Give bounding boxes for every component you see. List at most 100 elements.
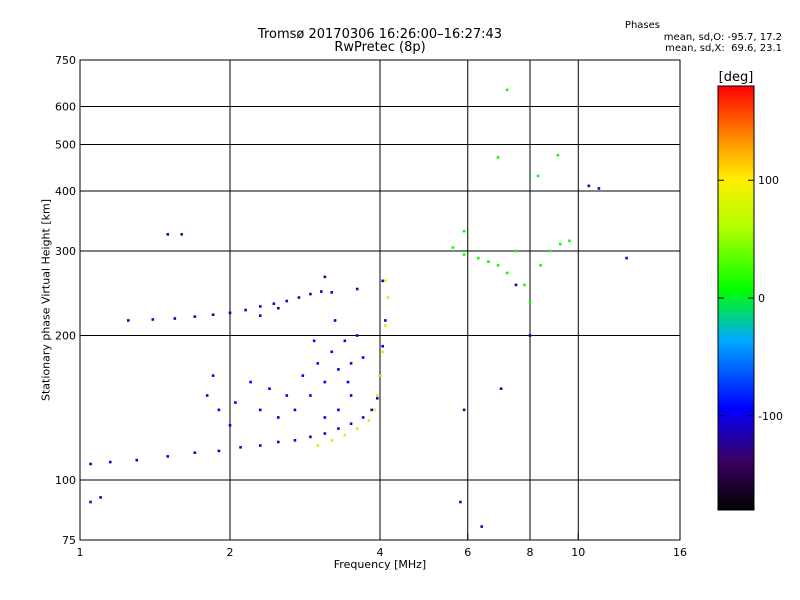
point-3-25 — [333, 319, 337, 322]
point-3-20 — [361, 356, 365, 359]
y-tick-label-600: 600 — [55, 101, 76, 114]
point-2-9 — [384, 324, 387, 327]
point-4-12 — [568, 239, 571, 243]
point-5-14 — [528, 334, 532, 337]
point-3-23 — [323, 416, 327, 419]
point-4-17 — [505, 88, 509, 92]
point-1-1 — [151, 318, 155, 321]
point-3-2 — [217, 408, 221, 412]
point-3-4 — [234, 401, 237, 404]
point-1-13 — [330, 291, 334, 294]
point-4-15 — [536, 174, 540, 178]
point-0-18 — [381, 344, 384, 348]
point-5-9 — [459, 500, 462, 504]
point-4-11 — [558, 242, 562, 246]
point-5-7 — [355, 287, 359, 291]
phase-stats-x: mean, sd,X: 69.6, 23.1 — [665, 43, 782, 54]
point-0-7 — [258, 444, 262, 447]
point-3-21 — [337, 408, 340, 412]
point-2-10 — [386, 296, 390, 299]
point-2-6 — [375, 394, 379, 397]
point-2-2 — [343, 433, 347, 437]
point-1-10 — [297, 296, 301, 299]
point-3-3 — [228, 424, 232, 427]
point-5-13 — [514, 283, 518, 287]
colorbar-tick-label-0: 100 — [758, 174, 779, 187]
point-3-18 — [349, 362, 353, 365]
y-tick-label-200: 200 — [55, 330, 76, 343]
point-4-16 — [556, 153, 560, 157]
x-axis-label: Frequency [MHz] — [333, 558, 427, 571]
x-tick-label-1: 1 — [77, 546, 84, 559]
x-tick-label-2: 2 — [227, 546, 234, 559]
point-5-10 — [462, 408, 466, 412]
point-5-12 — [499, 387, 503, 390]
point-3-15 — [330, 350, 334, 354]
point-3-7 — [268, 387, 271, 390]
point-4-8 — [528, 300, 532, 304]
point-1-6 — [244, 308, 247, 312]
y-tick-label-300: 300 — [55, 245, 76, 258]
point-3-19 — [355, 334, 359, 337]
point-1-9 — [285, 299, 289, 303]
chart-title-line2: RwPretec (8p) — [334, 40, 426, 55]
point-0-5 — [217, 449, 221, 453]
point-0-15 — [370, 408, 374, 412]
point-4-9 — [539, 264, 542, 267]
point-3-0 — [205, 394, 209, 397]
point-3-16 — [337, 368, 340, 371]
point-3-22 — [349, 394, 353, 397]
point-3-10 — [293, 408, 297, 412]
point-3-8 — [276, 416, 280, 419]
point-4-1 — [462, 253, 466, 256]
point-1-7 — [258, 305, 262, 308]
point-3-24 — [312, 339, 316, 343]
y-tick-label-75: 75 — [62, 534, 76, 547]
point-4-6 — [514, 249, 518, 253]
point-3-17 — [343, 339, 347, 343]
x-tick-label-8: 8 — [527, 546, 534, 559]
series-1 — [126, 290, 334, 322]
point-4-3 — [487, 260, 490, 264]
point-3-1 — [211, 374, 215, 377]
point-2-3 — [355, 427, 359, 430]
point-1-5 — [228, 311, 232, 315]
point-5-16 — [597, 187, 601, 190]
point-2-4 — [367, 419, 371, 422]
y-tick-label-750: 750 — [55, 54, 76, 67]
point-5-15 — [587, 184, 591, 188]
y-tick-label-400: 400 — [55, 185, 76, 198]
x-tick-label-6: 6 — [464, 546, 471, 559]
point-1-12 — [320, 290, 323, 293]
series-0 — [89, 319, 387, 466]
point-0-13 — [349, 422, 353, 426]
y-tick-label-100: 100 — [55, 474, 76, 487]
point-2-5 — [373, 408, 376, 412]
point-3-14 — [323, 380, 327, 384]
point-4-2 — [477, 256, 480, 260]
point-3-6 — [258, 408, 262, 412]
point-5-17 — [625, 256, 628, 260]
point-5-1 — [99, 496, 102, 499]
phase-stats-heading: Phases — [624, 20, 660, 31]
point-0-10 — [309, 435, 312, 439]
point-1-2 — [173, 317, 177, 320]
series-4 — [451, 88, 571, 304]
point-1-8 — [272, 302, 276, 305]
point-1-3 — [193, 315, 197, 318]
point-5-3 — [180, 233, 184, 236]
point-4-4 — [496, 264, 500, 267]
point-0-9 — [293, 438, 297, 442]
point-0-16 — [375, 397, 379, 400]
point-3-9 — [285, 394, 289, 397]
point-2-8 — [381, 350, 384, 354]
point-5-2 — [166, 233, 170, 236]
x-tick-label-10: 10 — [571, 546, 585, 559]
colorbar-tick-label-1: 0 — [758, 292, 765, 305]
point-4-14 — [496, 156, 500, 159]
point-3-13 — [316, 362, 320, 365]
x-tick-label-4: 4 — [377, 546, 384, 559]
colorbar-tick-label-2: -100 — [758, 410, 783, 423]
point-5-6 — [323, 275, 327, 279]
